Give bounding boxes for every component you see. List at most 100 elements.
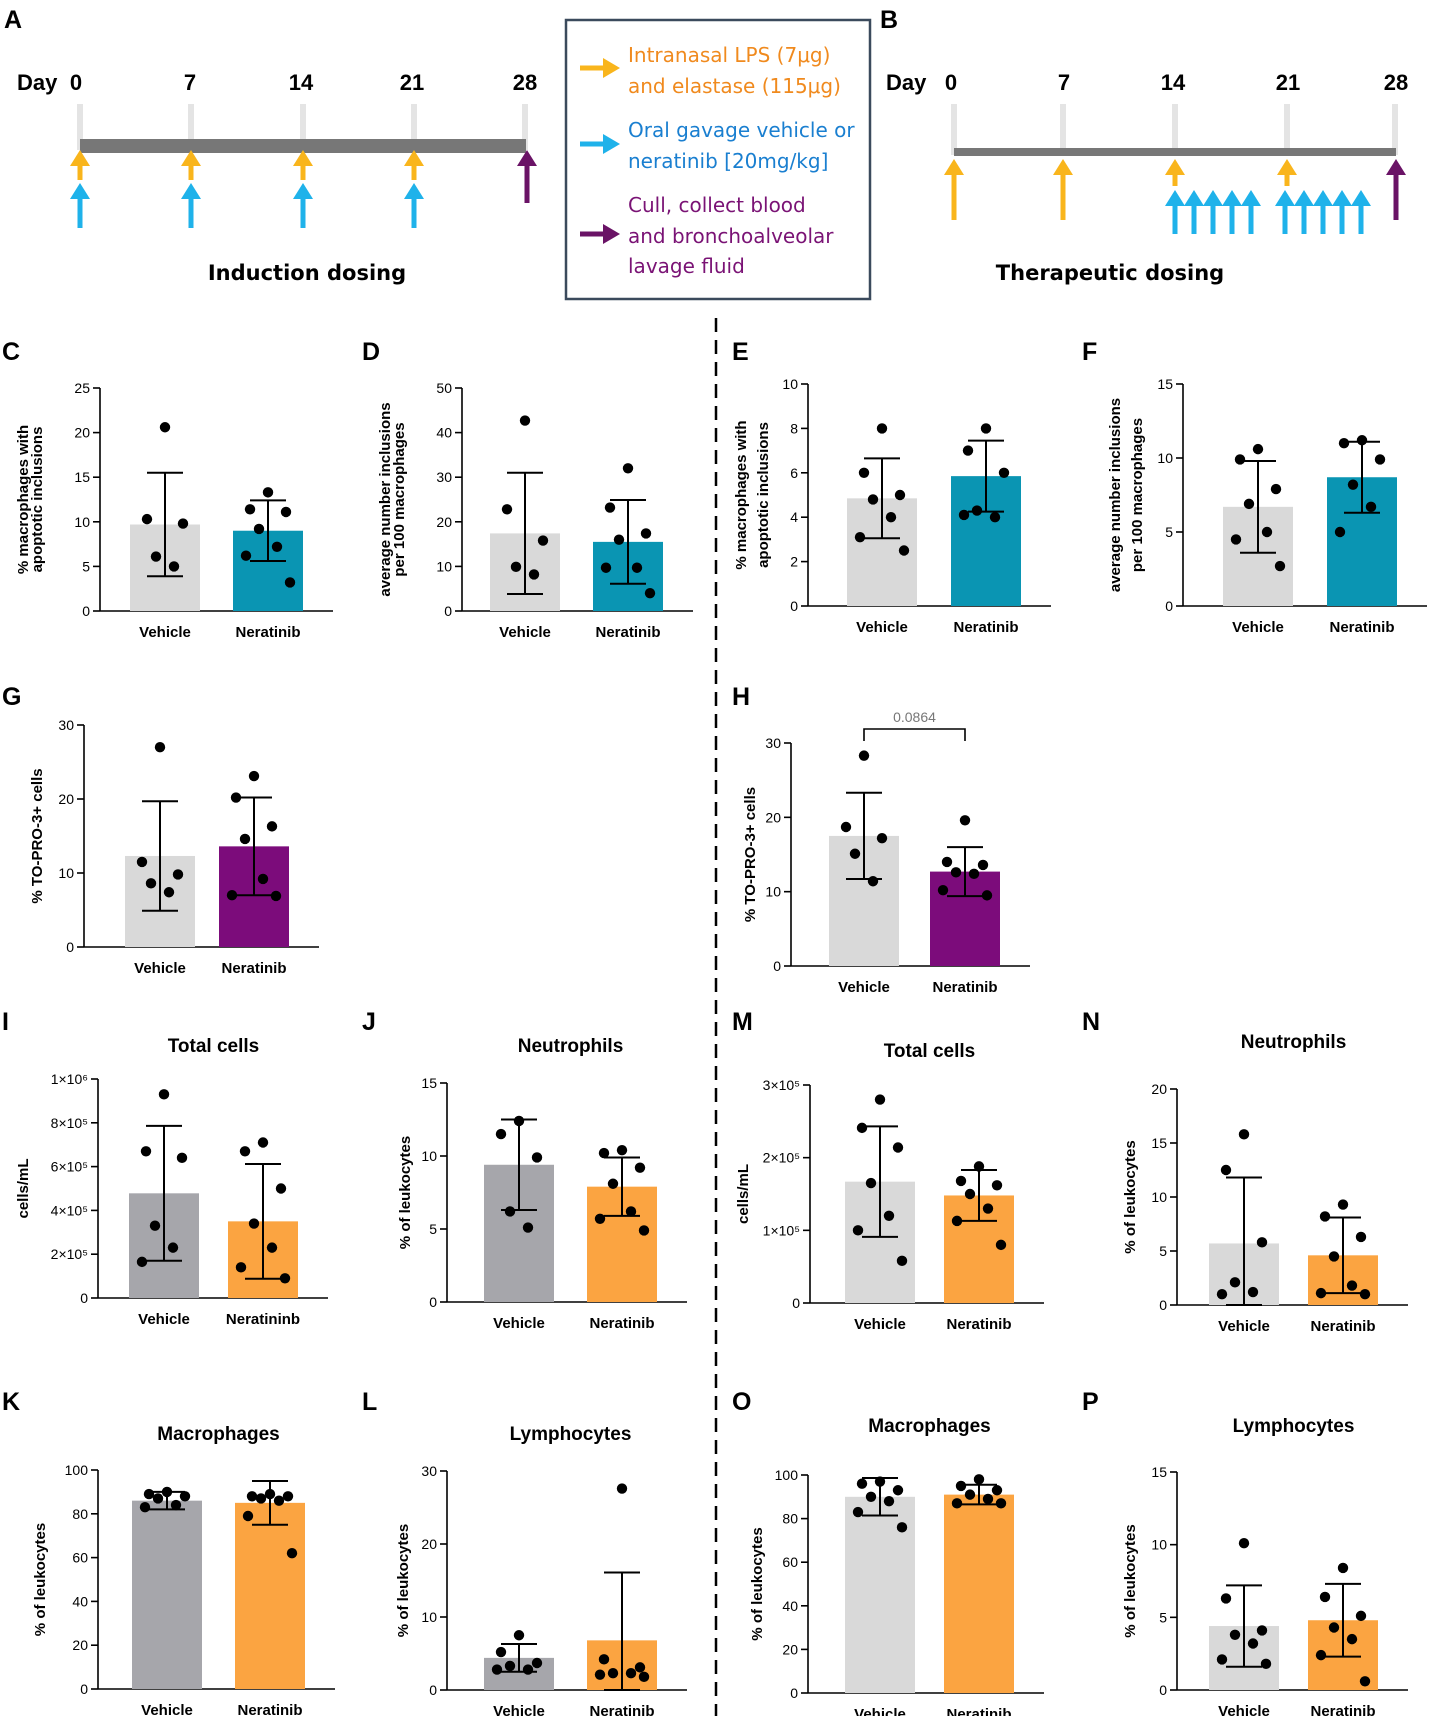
y-tick-label: 6×10⁵ [51,1159,88,1175]
y-tick-label: 15 [74,469,90,485]
data-point [874,1094,886,1105]
x-category-label: Neratinib [953,619,1018,636]
y-tick-label: 10 [421,1609,437,1625]
y-tick-label: 25 [74,380,90,396]
data-point [959,815,971,826]
data-point [504,1660,516,1672]
data-point [896,1522,908,1533]
chart-title: Lymphocytes [510,1424,632,1445]
y-tick-label: 20 [421,1536,437,1552]
y-tick-label: 100 [775,1467,799,1483]
y-axis-label: per 100 macrophages [391,422,408,576]
data-point [1315,1287,1327,1299]
data-point [598,1654,610,1665]
data-point [1346,1280,1358,1291]
data-point [958,509,970,521]
y-tick-label: 0 [80,1681,88,1697]
data-point [638,1225,650,1236]
data-point [971,505,983,516]
y-tick-label: 30 [58,717,74,733]
x-category-label: Neratinib [946,1316,1011,1333]
data-point [1274,560,1286,572]
data-point [1355,1231,1367,1243]
data-point [616,1483,628,1494]
data-point [995,1239,1007,1251]
chart-panel-f: F 0 5 10 15 average number inclusions per 100 … [1082,338,1427,636]
legend-cull-line3: lavage fluid [628,254,745,278]
y-tick-label: 3×10⁵ [763,1077,800,1093]
data-point [1355,1610,1367,1622]
y-tick-label: 10 [1157,450,1173,466]
data-point [235,1262,247,1273]
y-tick-label: 10 [765,884,781,900]
data-point [625,1206,637,1217]
data-point [159,422,171,433]
data-point [876,423,888,434]
data-point [1359,1676,1371,1687]
data-point [282,1491,294,1502]
chart-title: Macrophages [157,1424,279,1445]
data-point [170,1499,182,1511]
legend-cull-line2: and bronchoalveolar [628,224,834,248]
data-point [179,1491,191,1502]
timeline-arrows [944,159,1406,234]
data-point [158,1089,170,1100]
y-tick-label: 4×10⁵ [51,1202,88,1218]
data-point [644,587,656,599]
day-tick-label: 28 [1384,70,1408,95]
day-tick-label: 14 [289,70,314,95]
x-category-label: Vehicle [138,1311,190,1328]
y-tick-label: 0 [792,1295,800,1311]
legend-orange-arrow-icon [580,58,620,78]
data-point [240,550,252,561]
data-point [501,504,513,515]
y-tick-label: 5 [1165,524,1173,540]
data-point [865,1177,877,1189]
data-point [1256,1625,1268,1636]
data-point [955,1175,967,1187]
day-tick-marks [951,104,1398,155]
day-tick-label: 0 [70,70,82,95]
y-axis-label: % macrophages with [733,420,750,569]
data-point [152,1493,164,1504]
data-point [622,463,634,474]
data-point [607,1178,619,1189]
x-category-label: Vehicle [139,624,191,641]
data-point [980,423,992,434]
y-axis-label: % of leukocytes [397,1136,414,1249]
y-tick-label: 10 [1151,1537,1167,1553]
lps-arrow-icon [404,150,424,180]
chart-panel-o: O Macrophages 0 20 40 60 80 100 % of leukocytes V… [732,1388,1044,1716]
panel-letter: H [732,683,750,711]
data-point [537,535,549,546]
legend-blue-arrow-icon [580,134,620,154]
timeline-induction: A Day 0 7 14 21 28 Induction dosing [4,6,537,285]
x-category-label: Neratinib [589,1703,654,1716]
data-point [973,1161,985,1172]
y-axis-label: average number inclusions [1107,398,1124,592]
data-point [964,1188,976,1200]
cull-arrow-icon [517,150,537,203]
data-point [1220,1593,1232,1604]
y-axis-label: % of leukocytes [1122,1140,1139,1253]
data-point [246,1491,258,1502]
data-point [896,1255,908,1267]
data-point [1347,479,1359,490]
timeline-bar [80,139,526,153]
data-point [136,856,148,868]
y-axis-label: % macrophages with [15,425,32,574]
chart-panel-n: N Neutrophils 0 5 10 15 20 % of leukocytes Vehic… [1082,1008,1408,1335]
y-tick-label: 80 [72,1506,88,1522]
data-point [892,1142,904,1153]
data-point [1216,1654,1228,1665]
panel-letter: G [2,683,21,711]
data-point [1247,1286,1259,1298]
x-category-label: Vehicle [493,1703,545,1716]
data-point [273,1495,285,1506]
panel-letter-a: A [4,6,22,34]
data-point [248,1218,260,1229]
x-category-label: Neratinib [1310,1703,1375,1716]
data-point [1229,1277,1241,1288]
panel-letter: M [732,1008,753,1036]
data-point [594,1213,606,1224]
